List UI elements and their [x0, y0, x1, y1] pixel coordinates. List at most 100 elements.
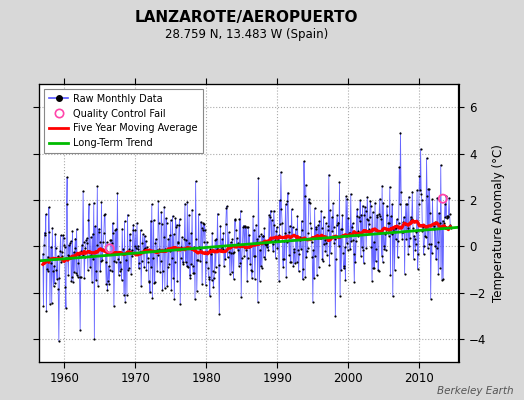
Point: [54, 338, 63, 344]
Point: [305, 198, 313, 205]
Point: [286, 259, 294, 265]
Point: [84, 267, 92, 273]
Point: [432, 245, 441, 251]
Point: [381, 231, 389, 237]
Point: [269, 248, 277, 254]
Point: [308, 239, 316, 245]
Point: [334, 220, 343, 226]
Point: [70, 249, 78, 255]
Point: [136, 227, 145, 233]
Point: [290, 249, 299, 255]
Point: [61, 244, 69, 251]
Point: [74, 260, 83, 266]
Point: [173, 278, 181, 284]
Point: [100, 212, 108, 218]
Point: [378, 182, 386, 189]
Point: [54, 286, 62, 292]
Point: [179, 260, 188, 267]
Point: [224, 243, 232, 249]
Point: [371, 200, 379, 206]
Point: [158, 221, 166, 228]
Point: [399, 229, 407, 236]
Point: [172, 224, 180, 230]
Point: [152, 236, 160, 242]
Point: [168, 255, 176, 262]
Point: [181, 259, 190, 266]
Point: [391, 236, 400, 242]
Point: [62, 305, 70, 312]
Point: [241, 224, 249, 230]
Point: [298, 218, 306, 224]
Point: [59, 232, 67, 238]
Point: [248, 268, 257, 274]
Point: [366, 214, 374, 220]
Point: [146, 289, 154, 296]
Point: [226, 270, 234, 277]
Point: [325, 262, 334, 268]
Point: [246, 261, 254, 268]
Point: [355, 218, 364, 224]
Point: [149, 254, 157, 261]
Point: [347, 238, 355, 244]
Point: [148, 295, 157, 301]
Point: [397, 188, 405, 195]
Point: [185, 272, 194, 278]
Point: [55, 274, 63, 281]
Point: [81, 244, 90, 251]
Point: [140, 264, 148, 270]
Point: [161, 285, 169, 291]
Point: [376, 196, 384, 202]
Point: [190, 270, 198, 276]
Point: [226, 239, 235, 246]
Point: [351, 232, 359, 238]
Point: [66, 240, 74, 246]
Point: [53, 276, 61, 282]
Point: [325, 172, 333, 178]
Point: [127, 270, 135, 277]
Point: [50, 262, 58, 269]
Point: [414, 251, 422, 258]
Point: [382, 229, 390, 236]
Point: [438, 217, 446, 224]
Point: [174, 240, 183, 246]
Point: [423, 193, 431, 200]
Point: [245, 244, 253, 251]
Point: [219, 230, 227, 236]
Point: [380, 242, 388, 249]
Point: [264, 247, 272, 254]
Point: [429, 221, 437, 227]
Point: [262, 242, 270, 248]
Point: [398, 236, 407, 242]
Point: [57, 259, 66, 266]
Point: [189, 270, 198, 276]
Point: [46, 260, 54, 266]
Point: [419, 251, 428, 257]
Point: [396, 201, 404, 208]
Point: [445, 194, 453, 201]
Point: [164, 236, 172, 242]
Point: [95, 225, 103, 232]
Point: [384, 220, 392, 226]
Point: [113, 190, 122, 196]
Point: [332, 222, 341, 229]
Point: [90, 336, 99, 342]
Point: [125, 246, 134, 252]
Point: [46, 301, 54, 308]
Point: [73, 274, 82, 280]
Point: [150, 280, 158, 286]
Point: [104, 278, 112, 284]
Point: [419, 224, 427, 230]
Point: [193, 288, 201, 294]
Point: [443, 213, 452, 219]
Point: [442, 193, 450, 200]
Point: [425, 186, 434, 192]
Point: [178, 259, 187, 265]
Point: [143, 244, 151, 250]
Point: [178, 234, 186, 240]
Point: [305, 199, 314, 206]
Point: [48, 224, 57, 231]
Point: [177, 243, 185, 250]
Point: [72, 226, 81, 232]
Point: [188, 206, 196, 213]
Point: [86, 264, 94, 270]
